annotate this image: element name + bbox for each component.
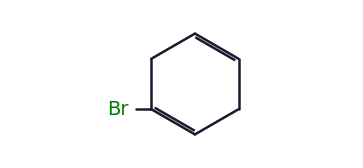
Text: Br: Br: [107, 100, 129, 119]
